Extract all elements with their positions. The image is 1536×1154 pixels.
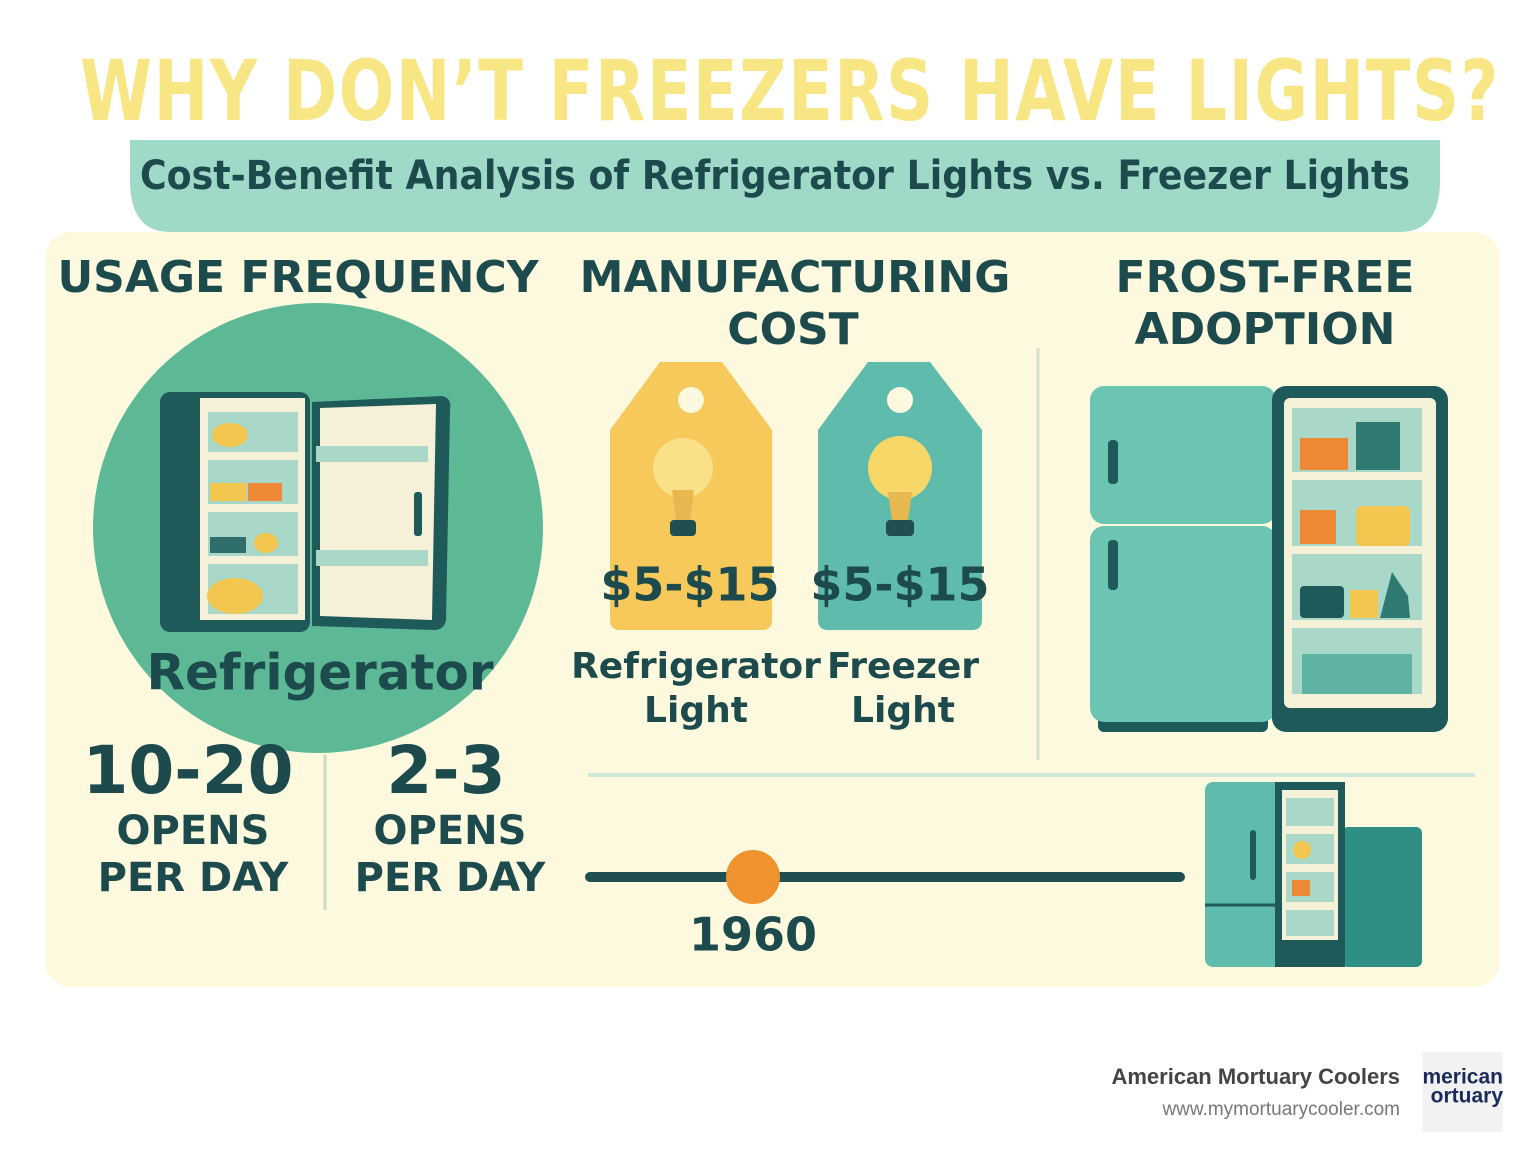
tag-label: Freezer	[827, 646, 979, 687]
small-refrigerator-icon	[1205, 782, 1422, 967]
stat-value: 2-3	[386, 732, 505, 809]
section-title: MANUFACTURING	[580, 252, 1011, 303]
stat-unit: PER DAY	[98, 855, 290, 901]
title: WHY DON’T FREEZERS HAVE LIGHTS?	[80, 42, 1500, 140]
tag-label: Refrigerator	[571, 646, 821, 687]
company-name: American Mortuary Coolers	[1111, 1064, 1400, 1089]
frost-free-refrigerator-icon	[1090, 386, 1448, 732]
stat-unit: OPENS	[117, 808, 270, 854]
logo-text: merican	[1422, 1066, 1503, 1089]
price: $5-$15	[810, 558, 989, 612]
section-title: USAGE FREQUENCY	[57, 252, 539, 303]
logo-text: ortuary	[1431, 1085, 1504, 1108]
company-url: www.mymortuarycooler.com	[1161, 1099, 1400, 1120]
price-tag	[610, 362, 772, 630]
tag-label: Light	[644, 690, 748, 731]
subtitle-band	[130, 140, 1440, 232]
section-title: FROST-FREE	[1116, 252, 1415, 303]
section-title: ADOPTION	[1135, 304, 1396, 355]
stat-unit: PER DAY	[355, 855, 547, 901]
subtitle: Cost-Benefit Analysis of Refrigerator Li…	[140, 153, 1410, 199]
section-title: COST	[727, 304, 858, 355]
open-refrigerator-icon	[160, 392, 451, 632]
timeline-year: 1960	[689, 908, 817, 962]
price-tag	[818, 362, 982, 630]
timeline-marker	[726, 850, 780, 904]
stat-unit: OPENS	[374, 808, 527, 854]
logo	[1423, 1052, 1503, 1132]
appliance-label: Refrigerator	[147, 644, 494, 702]
stat-value: 10-20	[82, 732, 293, 809]
price: $5-$15	[600, 558, 779, 612]
tag-label: Light	[851, 690, 955, 731]
